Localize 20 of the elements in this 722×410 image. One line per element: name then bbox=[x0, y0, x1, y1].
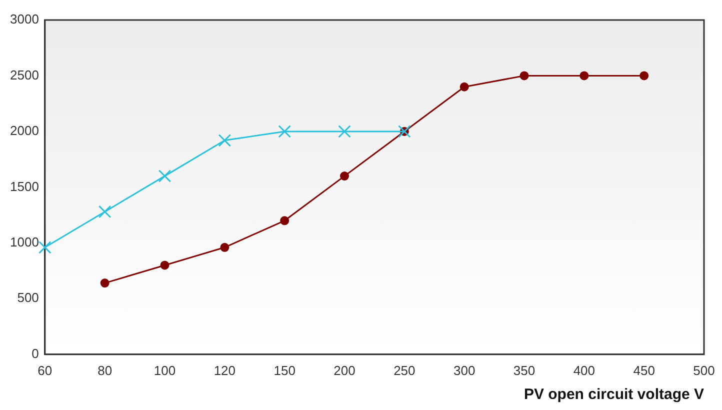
x-axis-title: PV open circuit voltage V bbox=[524, 386, 704, 404]
x-tick-label: 150 bbox=[274, 362, 296, 378]
x-tick-label: 250 bbox=[394, 362, 416, 378]
x-tick-label: 500 bbox=[693, 362, 715, 378]
y-tick-label: 2500 bbox=[10, 67, 39, 82]
x-tick-label: 80 bbox=[98, 362, 112, 378]
y-tick-label: 1500 bbox=[10, 178, 39, 194]
x-tick-label: 120 bbox=[214, 362, 236, 378]
x-tick-label: 450 bbox=[633, 362, 655, 378]
x-tick-label: 400 bbox=[573, 362, 596, 378]
y-tick-label: 500 bbox=[17, 290, 39, 306]
x-tick-label: 350 bbox=[513, 362, 536, 378]
x-tick-label: 300 bbox=[453, 362, 476, 378]
x-tick-label: 60 bbox=[38, 362, 52, 378]
y-tick-label: 1000 bbox=[10, 234, 39, 250]
x-tick-label: 200 bbox=[334, 362, 356, 378]
y-tick-label: 3000 bbox=[10, 12, 39, 27]
x-tick-label: 100 bbox=[154, 362, 176, 378]
y-tick-label: 0 bbox=[32, 346, 39, 361]
y-tick-label: 2000 bbox=[10, 123, 39, 138]
